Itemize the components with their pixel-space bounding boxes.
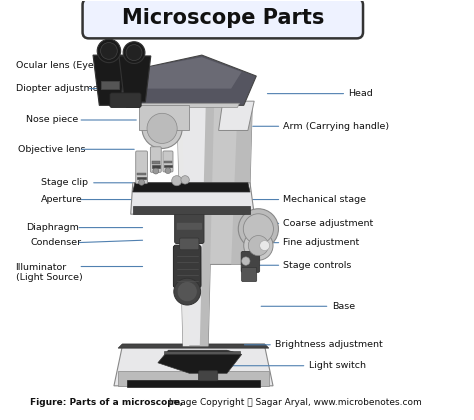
Circle shape [165, 168, 171, 173]
Circle shape [123, 42, 145, 63]
FancyBboxPatch shape [82, 0, 363, 38]
Bar [164, 161, 172, 163]
Polygon shape [231, 110, 252, 265]
Text: Objective lens: Objective lens [18, 145, 85, 154]
FancyBboxPatch shape [150, 147, 161, 172]
Polygon shape [124, 103, 239, 108]
FancyBboxPatch shape [242, 268, 257, 281]
Polygon shape [93, 55, 127, 105]
FancyBboxPatch shape [241, 252, 260, 273]
Text: Stage clip: Stage clip [41, 178, 88, 187]
Bar [164, 165, 172, 167]
Text: Diaphragm: Diaphragm [26, 223, 79, 232]
Bar [164, 351, 239, 354]
Circle shape [238, 209, 278, 249]
Polygon shape [106, 55, 256, 105]
FancyBboxPatch shape [110, 93, 141, 108]
Text: Fine adjustment: Fine adjustment [283, 238, 360, 247]
Circle shape [260, 241, 270, 251]
Polygon shape [219, 101, 254, 131]
Circle shape [147, 113, 177, 144]
Text: Stage controls: Stage controls [283, 261, 352, 270]
Circle shape [97, 39, 121, 63]
Polygon shape [114, 346, 273, 386]
Text: Condenser: Condenser [30, 238, 82, 247]
Text: Figure: Parts of a microscope,: Figure: Parts of a microscope, [30, 398, 183, 407]
Bar [152, 161, 160, 163]
Polygon shape [139, 105, 189, 131]
Polygon shape [204, 105, 252, 265]
Text: Nose piece: Nose piece [26, 116, 78, 124]
Circle shape [174, 278, 201, 305]
Circle shape [126, 45, 142, 60]
Polygon shape [119, 56, 151, 102]
Circle shape [243, 214, 273, 244]
Text: Diopter adjustment: Diopter adjustment [16, 84, 108, 93]
Circle shape [248, 236, 268, 256]
Text: Head: Head [348, 89, 373, 98]
FancyBboxPatch shape [180, 238, 199, 250]
Polygon shape [158, 350, 242, 373]
Polygon shape [131, 183, 254, 214]
Bar [100, 81, 119, 89]
Text: Base: Base [332, 302, 355, 311]
Polygon shape [118, 371, 269, 386]
Text: Aperture: Aperture [41, 195, 82, 204]
Text: Ocular lens (Eye piece): Ocular lens (Eye piece) [16, 61, 126, 70]
Circle shape [181, 176, 189, 184]
FancyBboxPatch shape [173, 245, 201, 288]
Bar [137, 173, 146, 175]
Bar [152, 165, 160, 168]
Text: Mechanical stage: Mechanical stage [283, 195, 366, 204]
Circle shape [177, 281, 197, 302]
Text: Light switch: Light switch [309, 361, 365, 370]
Polygon shape [118, 344, 269, 348]
FancyBboxPatch shape [199, 371, 218, 381]
Bar [137, 176, 146, 179]
FancyBboxPatch shape [163, 151, 173, 172]
Polygon shape [122, 57, 242, 89]
FancyBboxPatch shape [136, 151, 147, 184]
Circle shape [139, 179, 145, 185]
Text: Brightness adjustment: Brightness adjustment [275, 340, 383, 349]
Polygon shape [177, 93, 214, 346]
Circle shape [172, 176, 182, 186]
Text: Image Copyright Ⓢ Sagar Aryal, www.microbenotes.com: Image Copyright Ⓢ Sagar Aryal, www.micro… [166, 398, 422, 407]
Polygon shape [133, 206, 250, 214]
Circle shape [153, 168, 159, 174]
Text: Illuminator
(Light Source): Illuminator (Light Source) [16, 263, 82, 283]
Circle shape [244, 231, 273, 260]
Circle shape [242, 257, 250, 265]
Polygon shape [200, 93, 214, 346]
FancyBboxPatch shape [176, 223, 202, 230]
FancyBboxPatch shape [174, 212, 204, 244]
Circle shape [100, 42, 117, 59]
Text: Microscope Parts: Microscope Parts [122, 8, 324, 28]
Text: Arm (Carrying handle): Arm (Carrying handle) [283, 122, 390, 131]
Polygon shape [133, 183, 250, 192]
Polygon shape [177, 93, 189, 346]
Circle shape [142, 108, 182, 148]
Bar [127, 380, 261, 387]
Text: Coarse adjustment: Coarse adjustment [283, 219, 374, 228]
